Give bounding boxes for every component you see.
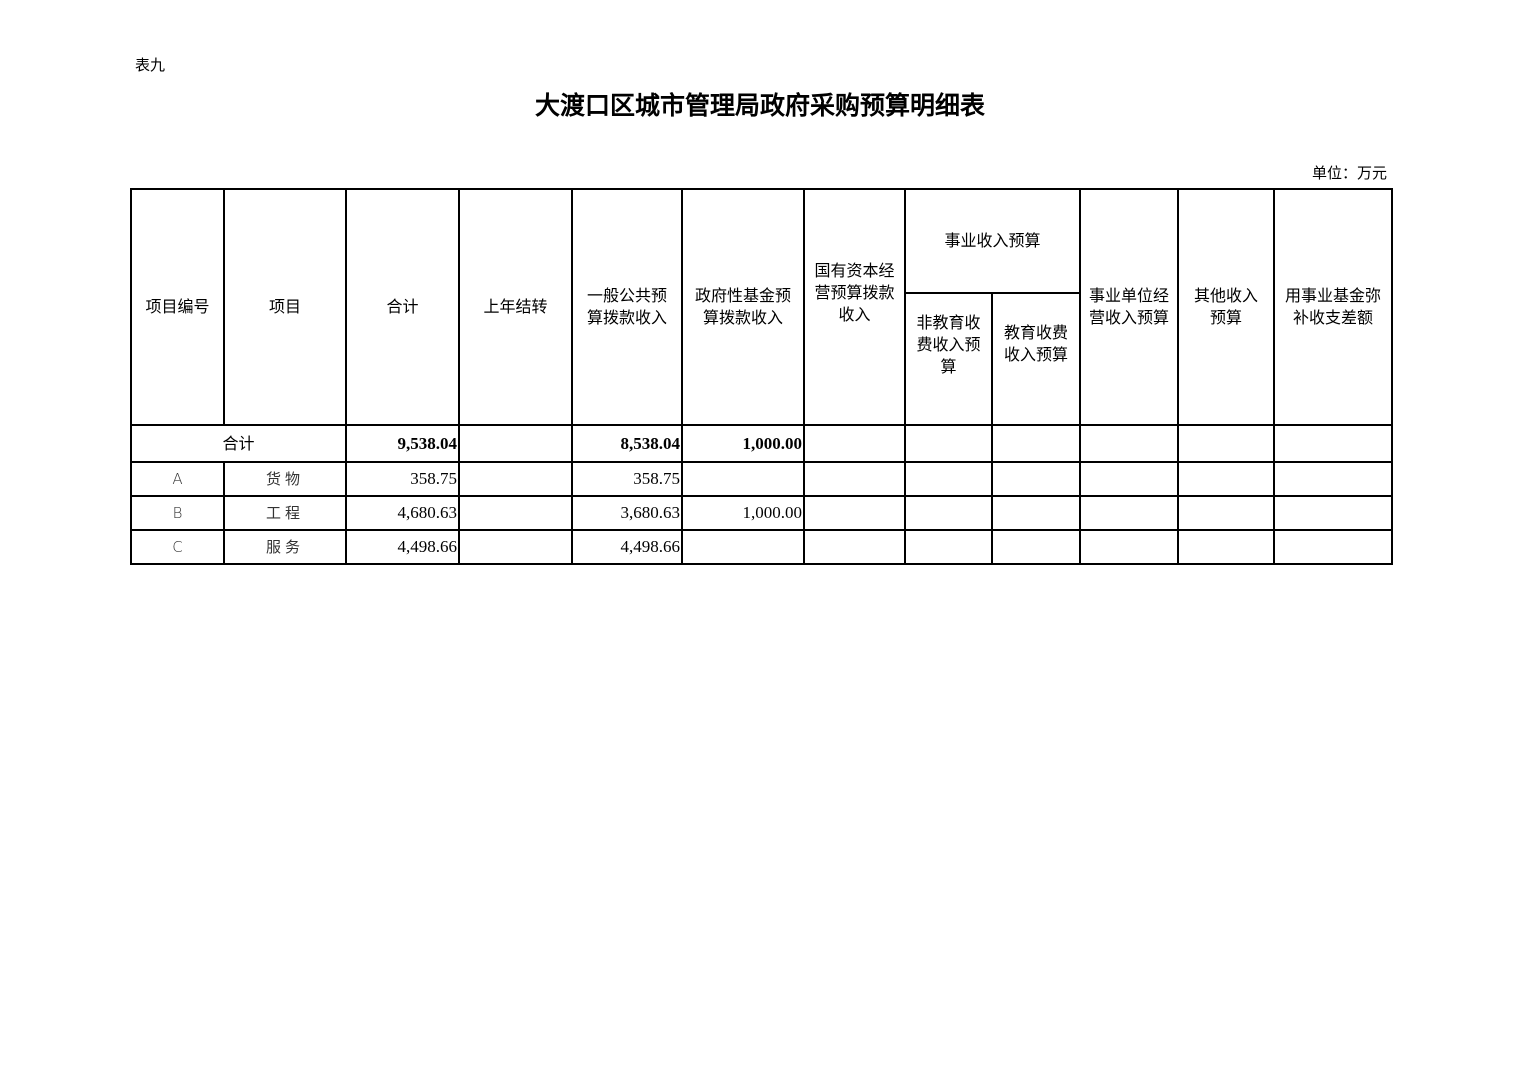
row-govfund: 1,000.00 [681, 495, 805, 531]
header-line: 项目 [268, 297, 301, 316]
empty-cell [1273, 461, 1394, 497]
header-line: 用事业基金弥 [1285, 286, 1382, 305]
header-line: 营预算拨款 [814, 283, 895, 302]
header-line: 费收入预 [916, 335, 981, 354]
row-item: 服务 [223, 529, 347, 565]
empty-cell [803, 529, 906, 565]
total-sum: 9,538.04 [345, 424, 460, 463]
header-state-owned: 国有资本经营预算拨款收入 [803, 188, 906, 426]
header-line: 收入预算 [1004, 345, 1069, 364]
header-line: 其他收入 [1194, 286, 1259, 305]
header-line: 事业收入预算 [944, 231, 1041, 250]
header-business-income: 事业收入预算 [903, 188, 1082, 294]
header-education-fee: 教育收费 收入预算 [990, 292, 1082, 426]
row-carryover [458, 461, 573, 497]
row-general: 3,680.63 [571, 495, 683, 531]
empty-cell [1273, 529, 1394, 565]
header-other-income: 其他收入 预算 [1177, 188, 1276, 426]
header-line: 补收支差额 [1293, 308, 1374, 327]
header-line: 算拨款收入 [702, 308, 783, 327]
empty-cell [803, 495, 906, 531]
row-carryover [458, 495, 573, 531]
row-total: 4,680.63 [345, 495, 460, 531]
row-general: 4,498.66 [571, 529, 683, 565]
row-carryover [458, 529, 573, 565]
total-label: 合计 [130, 424, 347, 463]
row-item: 工程 [223, 495, 347, 531]
row-general: 358.75 [571, 461, 683, 497]
row-total: 4,498.66 [345, 529, 460, 565]
header-item: 项目 [223, 188, 347, 426]
header-line: 国有资本经 [814, 261, 895, 280]
header-line: 收入 [838, 305, 871, 324]
header-line: 上年结转 [483, 297, 548, 316]
header-line: 教育收费 [1004, 323, 1069, 342]
total-general: 8,538.04 [571, 424, 683, 463]
table-row: A 货物 358.75 358.75 [130, 461, 1394, 497]
empty-cell [1079, 461, 1180, 497]
empty-cell [904, 529, 993, 565]
total-row: 合计 9,538.04 8,538.04 1,000.00 [130, 424, 1394, 463]
total-govfund: 1,000.00 [681, 424, 805, 463]
total-carryover [458, 424, 573, 463]
header-line: 算 [940, 357, 957, 376]
empty-cell [803, 461, 906, 497]
header-fund-offset: 用事业基金弥 补收支差额 [1273, 188, 1394, 426]
table-row: C 服务 4,498.66 4,498.66 [130, 529, 1394, 565]
header-general-budget: 一般公共预算拨款收入 [571, 188, 683, 426]
header-line: 预算 [1210, 308, 1243, 327]
header-line: 营收入预算 [1089, 308, 1170, 327]
empty-cell [904, 461, 993, 497]
header-operating-income: 事业单位经营收入预算 [1079, 188, 1180, 426]
table-row: B 工程 4,680.63 3,680.63 1,000.00 [130, 495, 1394, 531]
header-line: 合计 [386, 297, 419, 316]
empty-cell [1079, 495, 1180, 531]
empty-cell [990, 495, 1082, 531]
empty-cell [1177, 461, 1276, 497]
header-gov-fund: 政府性基金预 算拨款收入 [681, 188, 805, 426]
header-non-education-fee: 非教育收 费收入预算 [904, 292, 993, 426]
header-carryover: 上年结转 [458, 188, 573, 426]
table-number-label: 表九 [135, 56, 166, 74]
empty-cell [990, 461, 1082, 497]
row-code: C [130, 529, 225, 565]
row-code: B [130, 495, 225, 531]
empty-cell [1273, 495, 1394, 531]
header-line: 非教育收 [916, 313, 981, 332]
row-govfund [681, 529, 805, 565]
empty-cell [990, 529, 1082, 565]
row-code: A [130, 461, 225, 497]
empty-cell [1177, 529, 1276, 565]
header-line: 算拨款收入 [586, 308, 667, 327]
procurement-budget-table: 项目编号 项目 合计 上年结转 一般公共预 算拨款收入 政府性基金预 算拨款收入 国… [130, 188, 1394, 565]
empty-cell [1177, 495, 1276, 531]
empty-cell [904, 495, 993, 531]
empty-cell [1079, 529, 1180, 565]
row-total: 358.75 [345, 461, 460, 497]
header-line: 项目编号 [145, 297, 210, 316]
row-item: 货物 [223, 461, 347, 497]
unit-label: 单位：万元 [1311, 164, 1387, 182]
page-title: 大渡口区城市管理局政府采购预算明细表 [534, 91, 985, 120]
row-govfund [681, 461, 805, 497]
header-code: 项目编号 [130, 188, 225, 426]
header-line: 一般公共预 [586, 286, 667, 305]
header-total: 合计 [345, 188, 460, 426]
header-line: 事业单位经 [1089, 286, 1170, 305]
header-line: 政府性基金预 [694, 286, 791, 305]
